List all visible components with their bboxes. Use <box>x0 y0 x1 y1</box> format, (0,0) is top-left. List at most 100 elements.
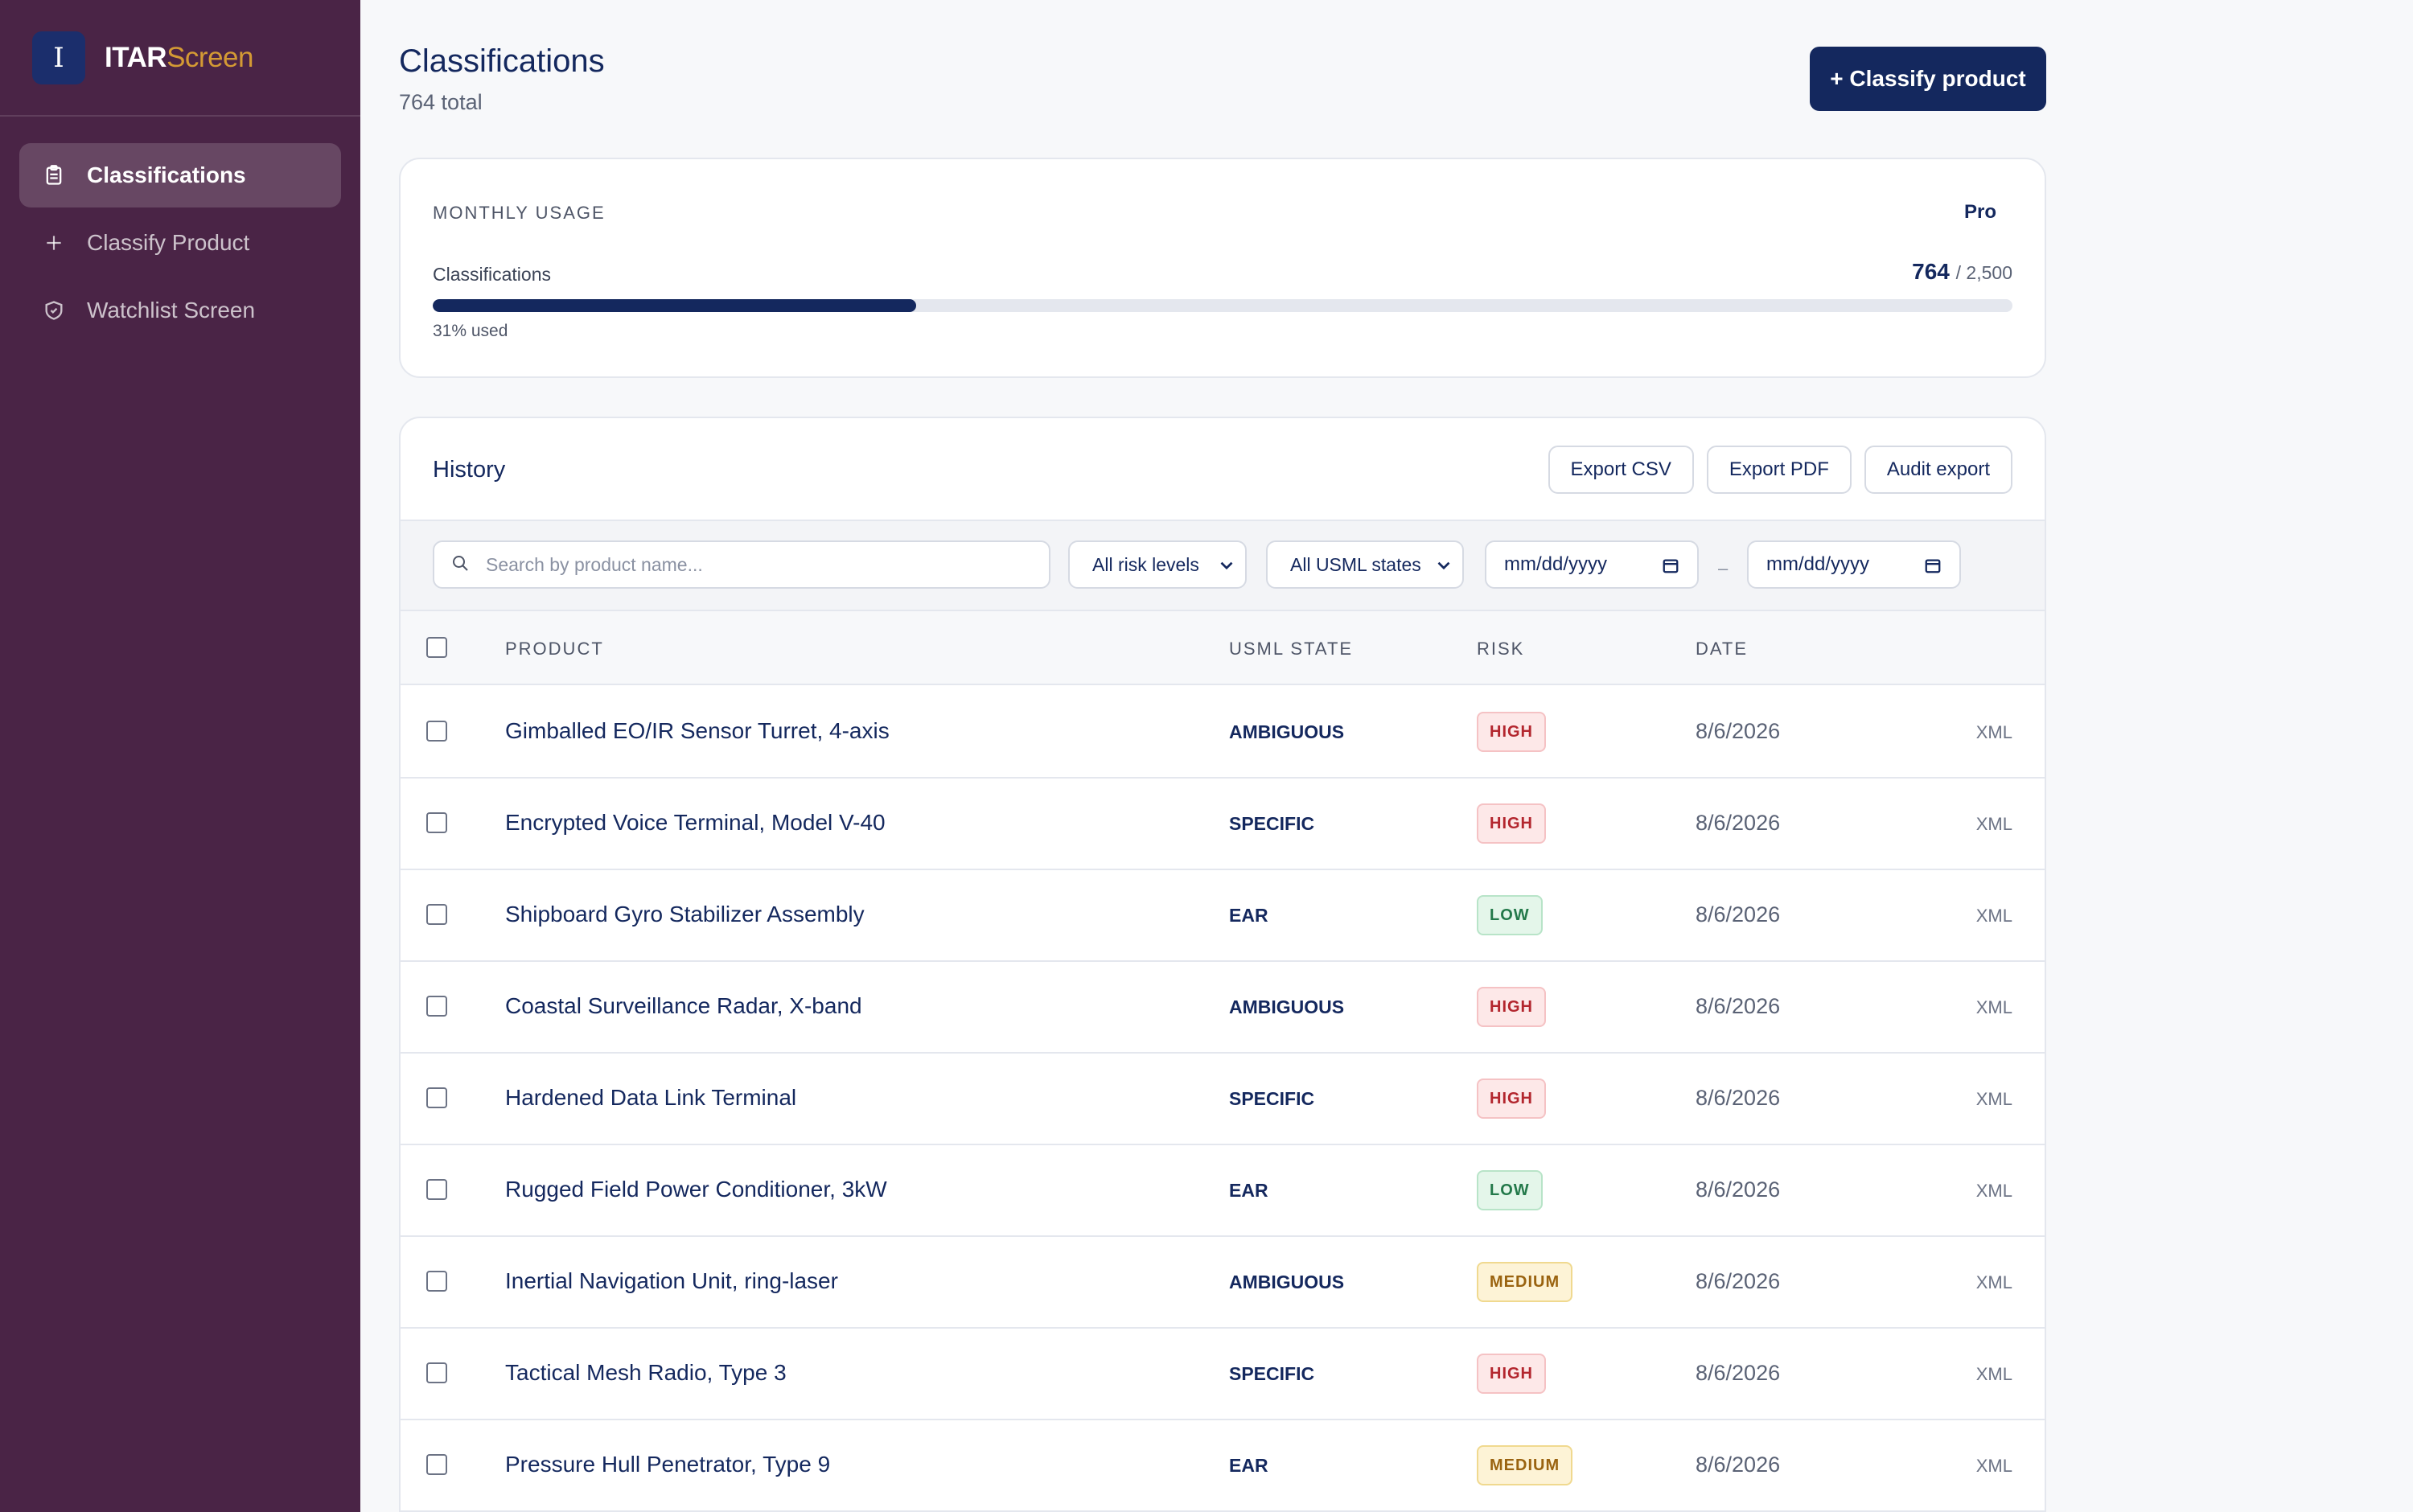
sidebar: I ITARScreen Classifications Classify Pr… <box>0 0 360 1512</box>
usage-limit: / 2,500 <box>1955 262 2012 283</box>
usml-state: SPECIFIC <box>1229 1363 1315 1384</box>
product-name-link[interactable]: Gimballed EO/IR Sensor Turret, 4-axis <box>505 718 890 743</box>
table-row[interactable]: Tactical Mesh Radio, Type 3 SPECIFIC HIGH 8… <box>401 1329 2045 1420</box>
search-input[interactable]: Search by product name... <box>433 540 1050 589</box>
row-checkbox[interactable] <box>426 1454 447 1475</box>
product-name-link[interactable]: Shipboard Gyro Stabilizer Assembly <box>505 902 865 927</box>
usml-state: EAR <box>1229 905 1268 926</box>
xml-link[interactable]: XML <box>1975 814 2012 834</box>
row-checkbox[interactable] <box>426 812 447 833</box>
usage-label: Classifications <box>433 264 551 285</box>
total-count: 764 total <box>399 90 483 114</box>
date-to-value: mm/dd/yyyy <box>1766 553 1870 575</box>
column-header-usml-state[interactable]: USML STATE <box>1229 639 1354 659</box>
usage-progress-fill <box>433 299 916 312</box>
product-name-link[interactable]: Tactical Mesh Radio, Type 3 <box>505 1360 787 1385</box>
row-checkbox[interactable] <box>426 1362 447 1383</box>
row-checkbox[interactable] <box>426 996 447 1017</box>
sidebar-item-label: Classifications <box>87 162 246 187</box>
usml-state: SPECIFIC <box>1229 1088 1315 1109</box>
sidebar-divider <box>0 115 360 117</box>
xml-link[interactable]: XML <box>1975 906 2012 926</box>
calendar-icon[interactable] <box>1662 557 1679 580</box>
row-checkbox[interactable] <box>426 1087 447 1108</box>
risk-badge: HIGH <box>1477 712 1546 752</box>
usml-state: EAR <box>1229 1180 1268 1201</box>
chevron-down-icon <box>1216 555 1237 581</box>
row-date: 8/6/2026 <box>1696 811 1781 835</box>
monthly-usage-card: MONTHLY USAGE Pro Classifications 764 / … <box>399 158 2046 378</box>
table-row[interactable]: Hardened Data Link Terminal SPECIFIC HIGH 8… <box>401 1054 2045 1145</box>
risk-badge: LOW <box>1477 1170 1543 1210</box>
sidebar-item-watchlist-screen[interactable]: Watchlist Screen <box>19 278 341 343</box>
export-pdf-button[interactable]: Export PDF <box>1706 446 1852 494</box>
table-row[interactable]: Inertial Navigation Unit, ring-laser AMBI… <box>401 1237 2045 1329</box>
usml-state: SPECIFIC <box>1229 813 1315 834</box>
audit-export-button[interactable]: Audit export <box>1864 446 2012 494</box>
row-date: 8/6/2026 <box>1696 719 1781 743</box>
page-title: Classifications <box>399 43 605 79</box>
xml-link[interactable]: XML <box>1975 997 2012 1017</box>
product-name-link[interactable]: Rugged Field Power Conditioner, 3kW <box>505 1177 887 1202</box>
xml-link[interactable]: XML <box>1975 1272 2012 1292</box>
date-range-separator: – <box>1718 558 1729 578</box>
usml-state-select[interactable]: All USML states <box>1266 540 1464 589</box>
chevron-down-icon <box>1433 555 1454 581</box>
plus-icon <box>42 231 66 255</box>
table-row[interactable]: Coastal Surveillance Radar, X-band AMBIGU… <box>401 962 2045 1054</box>
filter-bar: Search by product name... All risk level… <box>401 520 2045 611</box>
risk-level-select[interactable]: All risk levels <box>1068 540 1247 589</box>
xml-link[interactable]: XML <box>1975 1364 2012 1384</box>
calendar-icon[interactable] <box>1924 557 1942 580</box>
column-header-risk[interactable]: RISK <box>1477 639 1525 659</box>
history-title: History <box>433 457 506 483</box>
product-name-link[interactable]: Hardened Data Link Terminal <box>505 1085 797 1110</box>
sidebar-item-label: Watchlist Screen <box>87 298 256 323</box>
usml-state: EAR <box>1229 1455 1268 1476</box>
product-name-link[interactable]: Pressure Hull Penetrator, Type 9 <box>505 1452 831 1477</box>
risk-badge: HIGH <box>1477 1079 1546 1119</box>
select-all-checkbox[interactable] <box>426 637 447 658</box>
export-csv-button[interactable]: Export CSV <box>1548 446 1694 494</box>
xml-link[interactable]: XML <box>1975 1456 2012 1476</box>
table-row[interactable]: Rugged Field Power Conditioner, 3kW EAR LO… <box>401 1145 2045 1237</box>
history-card: History Export CSV Export PDF Audit expo… <box>399 417 2046 1512</box>
brand-name-part1: ITAR <box>105 42 167 73</box>
table-row[interactable]: Pressure Hull Penetrator, Type 9 EAR MEDIU… <box>401 1420 2045 1512</box>
row-date: 8/6/2026 <box>1696 994 1781 1018</box>
product-name-link[interactable]: Encrypted Voice Terminal, Model V-40 <box>505 810 886 835</box>
classify-product-button[interactable]: + Classify product <box>1810 47 2046 111</box>
table-row[interactable]: Shipboard Gyro Stabilizer Assembly EAR LOW… <box>401 870 2045 962</box>
search-placeholder: Search by product name... <box>486 553 703 575</box>
risk-badge: HIGH <box>1477 987 1546 1027</box>
date-from-value: mm/dd/yyyy <box>1504 553 1608 575</box>
risk-badge: MEDIUM <box>1477 1445 1573 1485</box>
row-date: 8/6/2026 <box>1696 1452 1781 1477</box>
table-row[interactable]: Gimballed EO/IR Sensor Turret, 4-axis AMB… <box>401 687 2045 779</box>
xml-link[interactable]: XML <box>1975 722 2012 742</box>
row-date: 8/6/2026 <box>1696 1361 1781 1385</box>
product-name-link[interactable]: Inertial Navigation Unit, ring-laser <box>505 1268 838 1293</box>
plan-badge: Pro <box>1963 201 1996 223</box>
sidebar-item-classifications[interactable]: Classifications <box>19 143 341 207</box>
row-checkbox[interactable] <box>426 1179 447 1200</box>
row-checkbox[interactable] <box>426 1271 447 1292</box>
xml-link[interactable]: XML <box>1975 1089 2012 1109</box>
product-name-link[interactable]: Coastal Surveillance Radar, X-band <box>505 993 862 1018</box>
date-to-input[interactable]: mm/dd/yyyy <box>1747 540 1961 589</box>
sidebar-item-label: Classify Product <box>87 230 250 255</box>
row-checkbox[interactable] <box>426 904 447 925</box>
table-row[interactable]: Encrypted Voice Terminal, Model V-40 SPEC… <box>401 779 2045 870</box>
risk-badge: LOW <box>1477 895 1543 935</box>
xml-link[interactable]: XML <box>1975 1181 2012 1201</box>
sidebar-item-classify-product[interactable]: Classify Product <box>19 211 341 275</box>
date-from-input[interactable]: mm/dd/yyyy <box>1485 540 1699 589</box>
usage-percent: 31% used <box>433 322 508 340</box>
column-header-date[interactable]: DATE <box>1696 639 1749 659</box>
row-checkbox[interactable] <box>426 721 447 742</box>
column-header-product[interactable]: PRODUCT <box>505 639 604 659</box>
table-header: PRODUCT USML STATE RISK DATE <box>401 611 2045 685</box>
brand[interactable]: I ITARScreen <box>32 31 253 84</box>
row-date: 8/6/2026 <box>1696 1269 1781 1293</box>
risk-badge: MEDIUM <box>1477 1262 1573 1302</box>
